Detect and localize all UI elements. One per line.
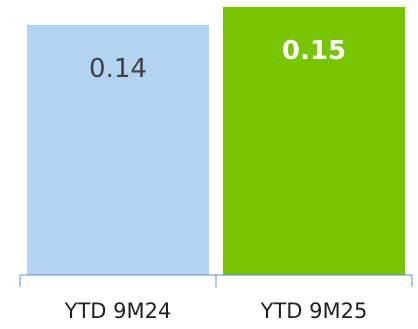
category-label-ytd-9m24: YTD 9M24 [64, 299, 172, 323]
category-label-ytd-9m25: YTD 9M25 [260, 299, 368, 323]
data-label-ytd-9m24: 0.14 [89, 54, 147, 84]
bar-ytd-9m24 [27, 24, 209, 275]
x-axis [19, 274, 413, 287]
bars-layer [27, 7, 405, 275]
data-label-ytd-9m25: 0.15 [282, 36, 346, 66]
labels-layer: 0.14 YTD 9M24 0.15 YTD 9M25 [64, 36, 368, 323]
bar-ytd-9m25 [223, 7, 405, 275]
